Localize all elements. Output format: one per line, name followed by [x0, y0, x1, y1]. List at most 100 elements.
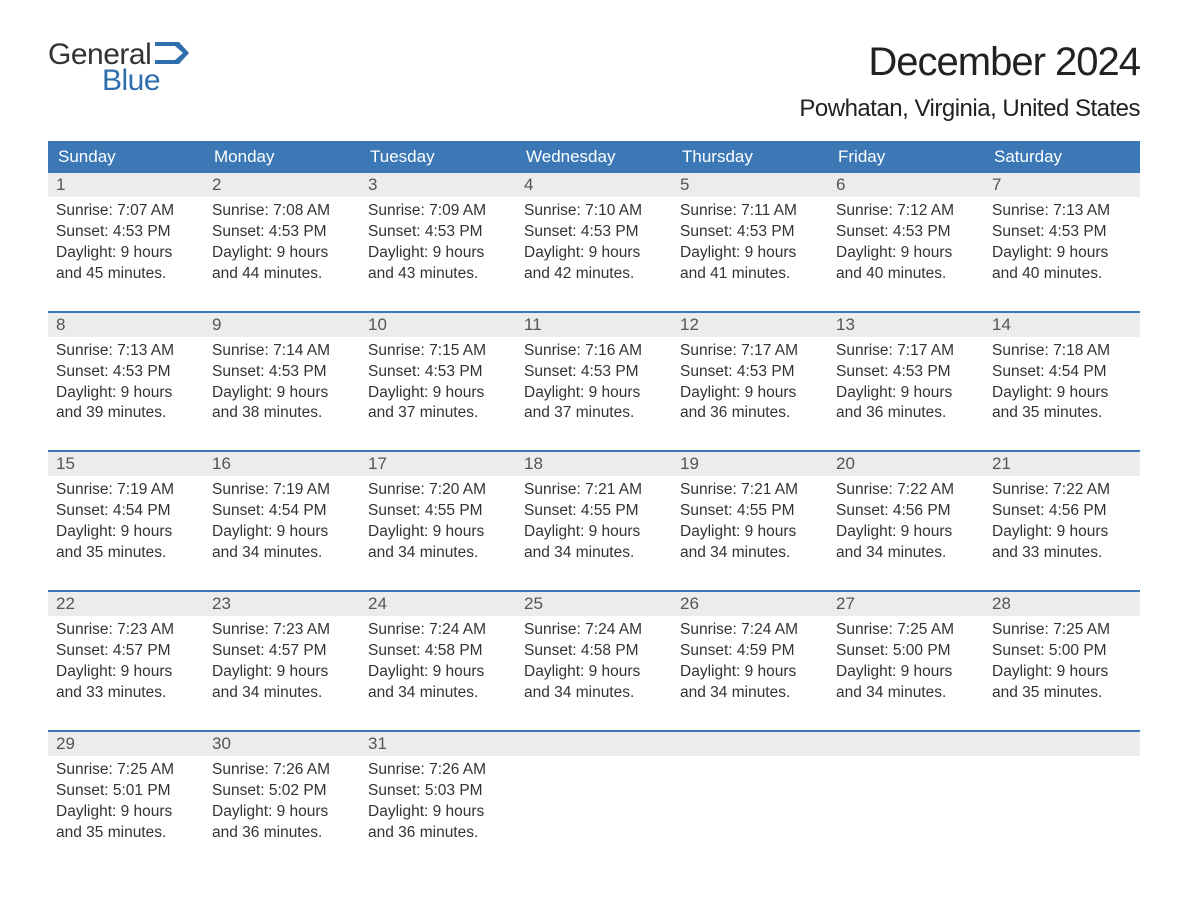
daylight-text: Daylight: 9 hours [212, 383, 350, 404]
daylight-text: Daylight: 9 hours [524, 243, 662, 264]
sunset-text: Sunset: 4:54 PM [212, 501, 350, 522]
daylight-text: and 35 minutes. [56, 823, 194, 844]
day-cell: Sunrise: 7:11 AMSunset: 4:53 PMDaylight:… [672, 197, 828, 289]
daylight-text: and 35 minutes. [56, 543, 194, 564]
day-number-row: 891011121314 [48, 313, 1140, 337]
daylight-text: and 40 minutes. [992, 264, 1130, 285]
daylight-text: Daylight: 9 hours [368, 522, 506, 543]
day-number: 18 [516, 452, 672, 476]
daylight-text: and 34 minutes. [524, 543, 662, 564]
daylight-text: and 34 minutes. [368, 543, 506, 564]
daylight-text: and 43 minutes. [368, 264, 506, 285]
sunrise-text: Sunrise: 7:22 AM [992, 480, 1130, 501]
sunrise-text: Sunrise: 7:24 AM [524, 620, 662, 641]
day-header: Friday [828, 141, 984, 173]
sunset-text: Sunset: 4:53 PM [212, 362, 350, 383]
sunset-text: Sunset: 4:54 PM [56, 501, 194, 522]
daylight-text: and 34 minutes. [680, 683, 818, 704]
sunset-text: Sunset: 5:00 PM [992, 641, 1130, 662]
sunset-text: Sunset: 4:53 PM [368, 222, 506, 243]
sunset-text: Sunset: 4:55 PM [680, 501, 818, 522]
sunrise-text: Sunrise: 7:24 AM [680, 620, 818, 641]
sunset-text: Sunset: 5:01 PM [56, 781, 194, 802]
sunrise-text: Sunrise: 7:19 AM [212, 480, 350, 501]
day-number: 19 [672, 452, 828, 476]
daylight-text: Daylight: 9 hours [680, 243, 818, 264]
day-cell: Sunrise: 7:17 AMSunset: 4:53 PMDaylight:… [672, 337, 828, 429]
sunset-text: Sunset: 4:57 PM [56, 641, 194, 662]
day-cell: Sunrise: 7:21 AMSunset: 4:55 PMDaylight:… [516, 476, 672, 568]
daylight-text: and 41 minutes. [680, 264, 818, 285]
daylight-text: Daylight: 9 hours [992, 662, 1130, 683]
calendar: Sunday Monday Tuesday Wednesday Thursday… [48, 141, 1140, 847]
day-body-row: Sunrise: 7:23 AM Sunset: 4:57 PM Daylight:… [48, 616, 1140, 708]
sunset-text: Sunset: 4:53 PM [836, 222, 974, 243]
day-cell: Sunrise: 7:09 AMSunset: 4:53 PMDaylight:… [360, 197, 516, 289]
day-cell: Sunrise: 7:18 AMSunset: 4:54 PMDaylight:… [984, 337, 1140, 429]
sunrise-text: Sunrise: 7:17 AM [836, 341, 974, 362]
daylight-text: Daylight: 9 hours [368, 243, 506, 264]
day-number: 1 [48, 173, 204, 197]
daylight-text: Daylight: 9 hours [212, 522, 350, 543]
sunrise-text: Sunrise: 7:20 AM [368, 480, 506, 501]
daylight-text: Daylight: 9 hours [56, 802, 194, 823]
daylight-text: Daylight: 9 hours [836, 662, 974, 683]
daylight-text: Daylight: 9 hours [680, 662, 818, 683]
day-number-row: 15161718192021 [48, 452, 1140, 476]
day-cell: Sunrise: 7:26 AMSunset: 5:03 PMDaylight:… [360, 756, 516, 848]
day-header: Tuesday [360, 141, 516, 173]
sunset-text: Sunset: 5:03 PM [368, 781, 506, 802]
day-cell: Sunrise: 7:15 AMSunset: 4:53 PMDaylight:… [360, 337, 516, 429]
sunrise-text: Sunrise: 7:13 AM [992, 201, 1130, 222]
sunset-text: Sunset: 4:58 PM [524, 641, 662, 662]
sunrise-text: Sunrise: 7:07 AM [56, 201, 194, 222]
day-body-row: Sunrise: 7:25 AMSunset: 5:01 PMDaylight:… [48, 756, 1140, 848]
day-number [828, 732, 984, 756]
day-cell: Sunrise: 7:08 AMSunset: 4:53 PMDaylight:… [204, 197, 360, 289]
day-cell: Sunrise: 7:16 AMSunset: 4:53 PMDaylight:… [516, 337, 672, 429]
day-cell: Sunrise: 7:13 AMSunset: 4:53 PMDaylight:… [48, 337, 204, 429]
sunrise-text: Sunrise: 7:26 AM [368, 760, 506, 781]
day-number: 23 [204, 592, 360, 616]
day-cell: Sunrise: 7:23 AMSunset: 4:57 PMDaylight:… [204, 616, 360, 708]
logo-word-blue: Blue [102, 66, 189, 96]
sunset-text: Sunset: 4:58 PM [368, 641, 506, 662]
day-cell: Sunrise: 7:25 AMSunset: 5:00 PMDaylight:… [984, 616, 1140, 708]
sunset-text: Sunset: 5:00 PM [836, 641, 974, 662]
daylight-text: Daylight: 9 hours [992, 383, 1130, 404]
daylight-text: Daylight: 9 hours [212, 802, 350, 823]
day-cell: Sunrise: 7:19 AMSunset: 4:54 PMDaylight:… [48, 476, 204, 568]
sunrise-text: Sunrise: 7:18 AM [992, 341, 1130, 362]
sunrise-text: Sunrise: 7:25 AM [992, 620, 1130, 641]
daylight-text: Daylight: 9 hours [368, 383, 506, 404]
sunrise-text: Sunrise: 7:13 AM [56, 341, 194, 362]
day-cell: Sunrise: 7:21 AMSunset: 4:55 PMDaylight:… [672, 476, 828, 568]
sunrise-text: Sunrise: 7:15 AM [368, 341, 506, 362]
daylight-text: Daylight: 9 hours [56, 243, 194, 264]
sunset-text: Sunset: 4:55 PM [524, 501, 662, 522]
daylight-text: and 34 minutes. [836, 543, 974, 564]
day-header: Wednesday [516, 141, 672, 173]
day-header: Monday [204, 141, 360, 173]
day-number-row: 22232425262728 [48, 592, 1140, 616]
day-cell: Sunrise: 7:23 AMSunset: 4:57 PMDaylight:… [48, 616, 204, 708]
daylight-text: and 44 minutes. [212, 264, 350, 285]
sunrise-text: Sunrise: 7:09 AM [368, 201, 506, 222]
day-number: 15 [48, 452, 204, 476]
day-number: 28 [984, 592, 1140, 616]
day-number: 11 [516, 313, 672, 337]
day-cell: Sunrise: 7:17 AMSunset: 4:53 PMDaylight:… [828, 337, 984, 429]
sunset-text: Sunset: 4:53 PM [524, 362, 662, 383]
daylight-text: Daylight: 9 hours [56, 383, 194, 404]
day-number: 29 [48, 732, 204, 756]
day-number: 22 [48, 592, 204, 616]
daylight-text: and 36 minutes. [368, 823, 506, 844]
sunrise-text: Sunrise: 7:23 AM [212, 620, 350, 641]
daylight-text: Daylight: 9 hours [212, 662, 350, 683]
day-number [672, 732, 828, 756]
day-body-row: Sunrise: 7:19 AMSunset: 4:54 PMDaylight:… [48, 476, 1140, 568]
daylight-text: Daylight: 9 hours [212, 243, 350, 264]
day-number-row: 1234567 [48, 173, 1140, 197]
sunset-text: Sunset: 4:53 PM [680, 222, 818, 243]
daylight-text: Daylight: 9 hours [992, 522, 1130, 543]
